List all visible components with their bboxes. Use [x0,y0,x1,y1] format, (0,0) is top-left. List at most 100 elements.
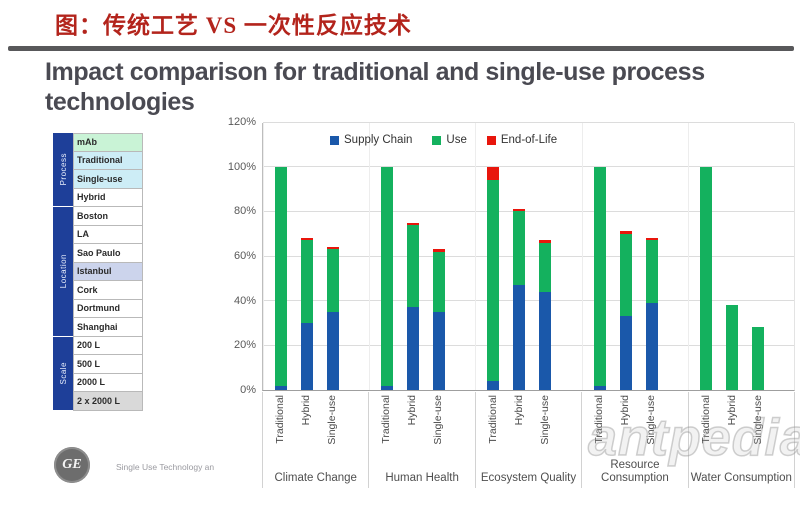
x-bar-label-text: Single-use [538,395,551,445]
segment-supply-chain [407,307,420,390]
scenario-rows: Boston LA Sao Paulo Istanbul Cork Dortmund Sha… [73,207,143,337]
scenario-row: Cork [73,281,143,300]
scenario-row: Dortmund [73,299,143,318]
gridline-60% [263,255,794,257]
x-axis-labels: Traditional Hybrid Single-use Climate Chang… [262,392,796,488]
legend-item-use: Use [432,134,467,146]
y-tick-40%: 40% [233,294,256,307]
scenario-row: Sao Paulo [73,244,143,263]
x-category-cell-2: Traditional Hybrid Single-use Human Health [368,392,474,488]
x-bar-label: Single-use [645,395,657,456]
x-bar-label-text: Traditional [274,395,286,444]
stacked-bar-hybrid [513,209,526,390]
x-bar-label-text: Hybrid [725,395,738,426]
segment-use [513,211,526,286]
x-bar-label-text: Traditional [486,395,499,444]
scenario-row: 200 L [73,336,143,355]
x-category-label: Ecosystem Quality [480,472,577,485]
x-bar-label: Traditional [487,395,499,456]
scenario-row: Boston [73,207,143,226]
legend-label: Use [446,134,467,146]
x-bar-label-text: Traditional [699,395,712,444]
scenario-group-strip: Process [53,133,73,207]
ge-logo: GE [54,447,90,483]
x-bar-label: Hybrid [300,395,312,456]
segment-use [381,166,394,386]
bar-chart-plot-area [262,121,795,391]
x-bar-label: Single-use [752,395,764,456]
y-tick-120%: 120% [227,116,256,128]
footer-caption: Single Use Technology an [116,462,215,472]
y-tick-80%: 80% [233,205,256,218]
segment-supply-chain [513,285,526,390]
y-tick-0%: 0% [240,384,256,396]
scenario-table: Process mAb Traditional Single-use Hybrid Loc… [53,133,143,411]
stacked-bar-traditional [593,166,606,390]
scenario-group-label: Scale [58,361,68,385]
segment-use [699,166,712,390]
bar-group-4 [581,123,688,390]
chart-heading: Impact comparison for traditional and si… [45,58,705,116]
stacked-bar-traditional [699,166,712,390]
legend-label: Supply Chain [344,134,413,146]
x-bar-labels: Traditional Hybrid Single-use [476,392,581,456]
segment-use [407,224,420,308]
segment-use [645,240,658,303]
x-category-cell-4: Traditional Hybrid Single-use Resource Cons… [581,392,687,488]
x-bar-label-text: Single-use [326,395,338,445]
scenario-row: Hybrid [73,188,143,207]
x-bar-labels: Traditional Hybrid Single-use [582,392,687,456]
scenario-row: Traditional [73,151,143,170]
segment-use [301,240,313,323]
segment-supply-chain [539,291,552,390]
segment-use [327,249,339,312]
legend-label: End-of-Life [500,134,558,146]
bar-group-1 [263,123,369,390]
segment-use [487,180,500,382]
stacked-bar-single-use [539,240,552,390]
stacked-bar-hybrid [301,238,313,390]
x-bar-label: Hybrid [726,395,738,456]
stacked-bar-single-use [327,247,339,390]
scenario-row: 2000 L [73,373,143,392]
x-bar-label: Hybrid [619,395,631,456]
scenario-group-label: Location [58,254,68,289]
bar-group-3 [475,123,581,390]
x-bar-label: Hybrid [513,395,525,456]
legend-item-supply-chain: Supply Chain [330,134,412,146]
scenario-row: 2 x 2000 L [73,392,143,411]
chart-legend: Supply Chain Use End-of-Life [330,134,557,146]
segment-use [593,166,606,386]
stacked-bar-traditional [275,166,287,390]
segment-supply-chain [619,316,632,390]
segment-supply-chain [645,302,658,390]
scenario-row: LA [73,225,143,244]
segment-use [433,251,446,312]
scenario-row: Single-use [73,170,143,189]
x-category-label: Water Consumption [690,472,792,485]
x-category-cell-5: Traditional Hybrid Single-use Water Consump… [687,392,796,488]
scenario-row: Istanbul [73,262,143,281]
y-tick-20%: 20% [233,339,256,352]
y-tick-100%: 100% [227,160,256,173]
x-bar-label-text: Single-use [432,395,445,445]
segment-end-of-life [433,249,446,252]
stacked-bar-single-use [433,249,446,390]
segment-end-of-life [619,231,632,234]
segment-supply-chain [327,311,339,390]
y-tick-60%: 60% [233,250,256,262]
scenario-group-label: Process [58,153,68,186]
legend-swatch [432,135,442,145]
stacked-bar-single-use [645,238,658,390]
gridline-80% [263,210,794,212]
stacked-bar-hybrid [619,231,632,390]
bar-group-2 [369,123,475,390]
scenario-group-strip: Location [53,207,73,337]
scenario-row: Shanghai [73,318,143,337]
segment-end-of-life [327,247,339,250]
x-bar-label-text: Hybrid [619,395,632,426]
segment-supply-chain [301,323,313,390]
